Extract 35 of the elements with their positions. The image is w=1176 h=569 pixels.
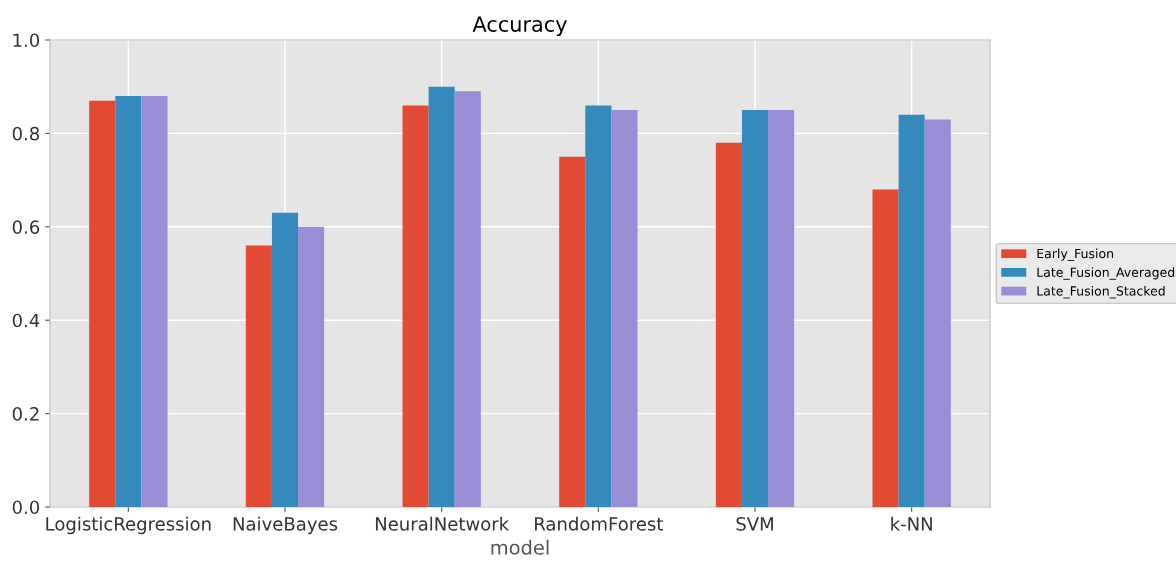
x-tick-label: SVM [736,517,773,531]
x-tick-label: NaiveBayes [233,516,338,535]
bar [741,110,769,507]
bar [298,226,325,507]
bar [89,100,116,507]
x-tick-label: k-NN [891,516,932,531]
legend-label: Late_Fusion_Averaged [1037,267,1175,280]
bar [115,96,142,507]
bar [245,245,272,507]
y-tick-label: 1.0 [13,33,40,48]
bar [611,110,638,507]
x-axis-title: model [491,539,549,555]
bar [428,86,455,507]
bar [924,119,951,507]
y-tick-label: 0.6 [12,220,40,234]
bar [872,189,899,507]
x-tick-label: RandomForest [535,516,663,531]
bar [585,105,612,507]
bar [715,142,742,507]
y-tick-label: 0.8 [12,126,40,141]
y-tick-label: 0.2 [12,407,39,421]
x-tick-label: NeuralNetwork [375,516,510,531]
bar [402,105,429,507]
x-tick-label: LogisticRegression [46,516,211,535]
y-tick-label: 0.4 [12,313,40,328]
bar [898,114,925,507]
chart-title: Accuracy [472,16,567,36]
y-tick-label: 0.0 [12,500,40,515]
bar [559,156,586,507]
bar [141,96,168,507]
legend-label: Early_Fusion [1037,248,1113,262]
bar [454,91,481,507]
bar [271,212,299,507]
legend-label: Late_Fusion_Stacked [1037,285,1165,299]
bar [768,110,795,507]
